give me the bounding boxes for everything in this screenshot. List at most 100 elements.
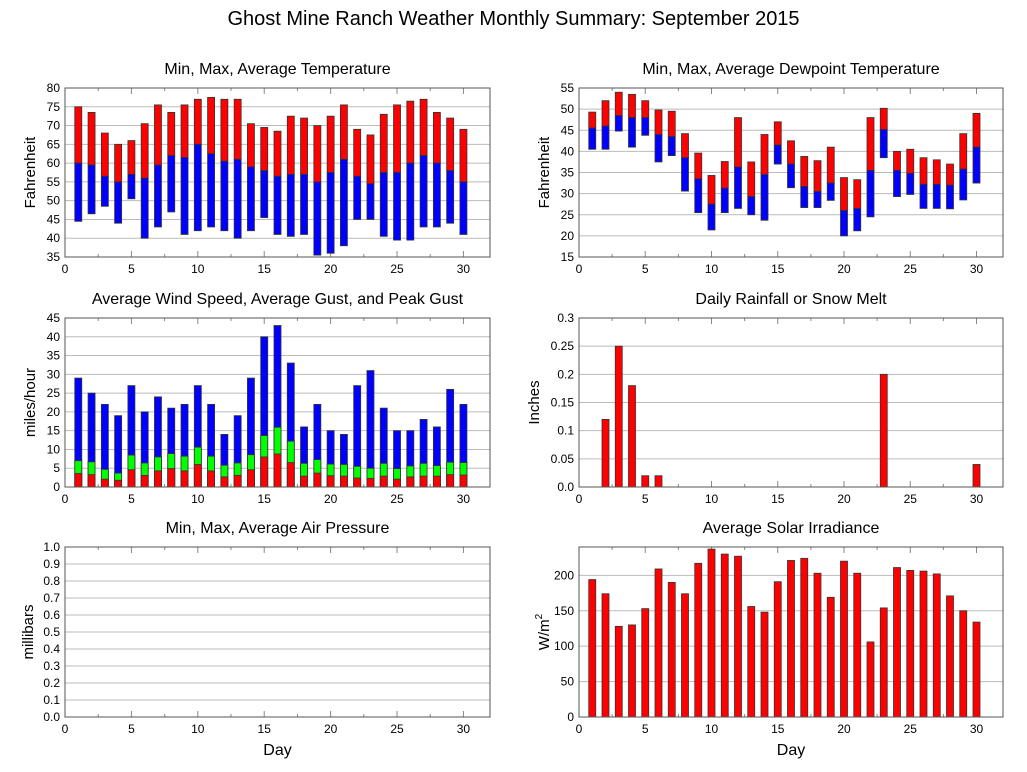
temperature-avg-bar bbox=[233, 158, 242, 239]
temperature-max-bar bbox=[286, 115, 295, 175]
pressure-xlabel: Day bbox=[263, 742, 291, 759]
solar-plot-frame bbox=[578, 546, 1004, 718]
solar-bar-solar-irradiance bbox=[760, 611, 769, 718]
dewpoint-max-bar bbox=[628, 93, 636, 118]
dewpoint-xtick-label: 20 bbox=[837, 262, 851, 276]
pressure-ytick-label: 0.4 bbox=[43, 642, 60, 656]
rainfall-ytick-label: 0.25 bbox=[551, 339, 575, 353]
temperature-max-bar bbox=[140, 123, 149, 179]
temperature-max-bar bbox=[233, 98, 242, 160]
dewpoint-ylabel: Fahrenheit bbox=[536, 136, 553, 209]
rainfall-bar-rainfall bbox=[879, 373, 888, 488]
temperature-max-bar bbox=[247, 123, 255, 168]
rainfall-ytick-label: 0.05 bbox=[551, 452, 575, 466]
solar-bar-solar-irradiance bbox=[773, 581, 782, 718]
wind-bar-average-wind-speed bbox=[87, 474, 96, 488]
dewpoint-max-bar bbox=[813, 160, 822, 192]
dewpoint-ytick-label: 35 bbox=[561, 166, 575, 180]
rainfall-xtick-label: 5 bbox=[642, 492, 649, 506]
dewpoint-avg-bar bbox=[601, 125, 610, 150]
temperature-ytick-label: 65 bbox=[47, 137, 61, 151]
solar-bar-solar-irradiance bbox=[667, 582, 676, 718]
solar-xtick-label: 10 bbox=[705, 722, 719, 736]
solar-bar-solar-irradiance bbox=[681, 593, 689, 718]
temperature-max-bar bbox=[313, 125, 322, 183]
dewpoint-max-bar bbox=[866, 117, 875, 171]
dewpoint-xtick-label: 0 bbox=[576, 262, 583, 276]
pressure-ytick-label: 0.9 bbox=[43, 557, 60, 571]
temperature-avg-bar bbox=[247, 166, 255, 232]
wind-bar-average-wind-speed bbox=[127, 469, 136, 488]
rainfall-xtick-label: 0 bbox=[576, 492, 583, 506]
temperature-ytick-label: 60 bbox=[47, 156, 61, 170]
dewpoint-plot-frame bbox=[578, 87, 1004, 258]
dewpoint-max-bar bbox=[681, 133, 689, 159]
temperature-max-bar bbox=[180, 104, 189, 158]
dewpoint-avg-bar bbox=[760, 174, 769, 221]
wind-bar-average-wind-speed bbox=[180, 470, 189, 488]
temperature-avg-bar bbox=[366, 183, 375, 220]
temperature-max-bar bbox=[87, 112, 96, 166]
temperature-xtick-label: 15 bbox=[258, 262, 272, 276]
temperature-avg-bar bbox=[379, 172, 388, 237]
pressure-ytick-label: 0.0 bbox=[43, 710, 60, 724]
rainfall-chart: 0.0 0.05 0.1 0.15 0.2 0.25 0.3 0 5 10 15 20 25 30 Dail… bbox=[526, 291, 1004, 506]
dewpoint-ytick-label: 50 bbox=[561, 102, 575, 116]
pressure-ytick-label: 0.6 bbox=[43, 608, 60, 622]
temperature-avg-bar bbox=[180, 157, 189, 235]
temperature-max-bar bbox=[366, 134, 375, 185]
temperature-ytick-label: 40 bbox=[47, 231, 61, 245]
wind-ylabel: miles/hour bbox=[22, 368, 39, 437]
temperature-chart: 35 40 45 50 55 60 65 70 75 80 0 5 10 15 20 25 30 Min, Max… bbox=[22, 61, 491, 276]
temperature-ytick-label: 35 bbox=[47, 250, 61, 264]
rainfall-title: Daily Rainfall or Snow Melt bbox=[695, 291, 887, 308]
wind-xtick-label: 25 bbox=[390, 492, 404, 506]
pressure-xtick-label: 0 bbox=[62, 722, 69, 736]
rainfall-xtick-label: 25 bbox=[904, 492, 918, 506]
temperature-xtick-label: 10 bbox=[191, 262, 205, 276]
temperature-ytick-label: 50 bbox=[47, 194, 61, 208]
wind-bar-average-wind-speed bbox=[260, 456, 269, 488]
dewpoint-ytick-label: 15 bbox=[561, 250, 575, 264]
wind-bar-average-wind-speed bbox=[459, 474, 468, 488]
temperature-avg-bar bbox=[114, 181, 123, 224]
dewpoint-ytick-label: 25 bbox=[561, 208, 575, 222]
solar-bar-solar-irradiance bbox=[601, 593, 610, 718]
temperature-ytick-label: 55 bbox=[47, 175, 61, 189]
temperature-ytick-label: 45 bbox=[47, 212, 61, 226]
wind-bar-average-wind-speed bbox=[114, 479, 123, 488]
solar-bar-solar-irradiance bbox=[972, 621, 981, 718]
temperature-xtick-label: 5 bbox=[128, 262, 135, 276]
pressure-ytick-label: 0.3 bbox=[43, 659, 60, 673]
temperature-xtick-label: 30 bbox=[457, 262, 471, 276]
pressure-xtick-label: 15 bbox=[258, 722, 272, 736]
wind-xtick-label: 0 bbox=[62, 492, 69, 506]
wind-ytick-label: 15 bbox=[47, 424, 61, 438]
temperature-avg-bar bbox=[87, 164, 96, 215]
wind-ytick-label: 25 bbox=[47, 386, 61, 400]
dewpoint-ytick-label: 55 bbox=[561, 81, 575, 95]
temperature-xtick-label: 25 bbox=[390, 262, 404, 276]
temperature-max-bar bbox=[406, 100, 415, 164]
pressure-title: Min, Max, Average Air Pressure bbox=[166, 520, 390, 537]
dewpoint-max-bar bbox=[760, 134, 769, 176]
dewpoint-max-bar bbox=[906, 148, 915, 174]
temperature-avg-bar bbox=[326, 172, 335, 254]
wind-bar-average-wind-speed bbox=[379, 475, 388, 488]
temperature-avg-bar bbox=[419, 155, 428, 228]
temperature-xtick-label: 0 bbox=[62, 262, 69, 276]
temperature-max-bar bbox=[127, 140, 136, 175]
temperature-max-bar bbox=[154, 104, 162, 166]
solar-xtick-label: 5 bbox=[642, 722, 649, 736]
solar-bar-solar-irradiance bbox=[946, 595, 954, 718]
pressure-xtick-label: 10 bbox=[191, 722, 205, 736]
temperature-avg-bar bbox=[260, 170, 269, 218]
temperature-max-bar bbox=[353, 128, 362, 177]
dewpoint-max-bar bbox=[972, 112, 981, 148]
dewpoint-avg-bar bbox=[628, 117, 636, 148]
rainfall-bar-rainfall bbox=[614, 345, 623, 488]
dewpoint-xtick-label: 5 bbox=[642, 262, 649, 276]
solar-bar-solar-irradiance bbox=[853, 572, 862, 718]
temperature-title: Min, Max, Average Temperature bbox=[164, 61, 390, 78]
pressure-ytick-label: 0.5 bbox=[43, 625, 60, 639]
